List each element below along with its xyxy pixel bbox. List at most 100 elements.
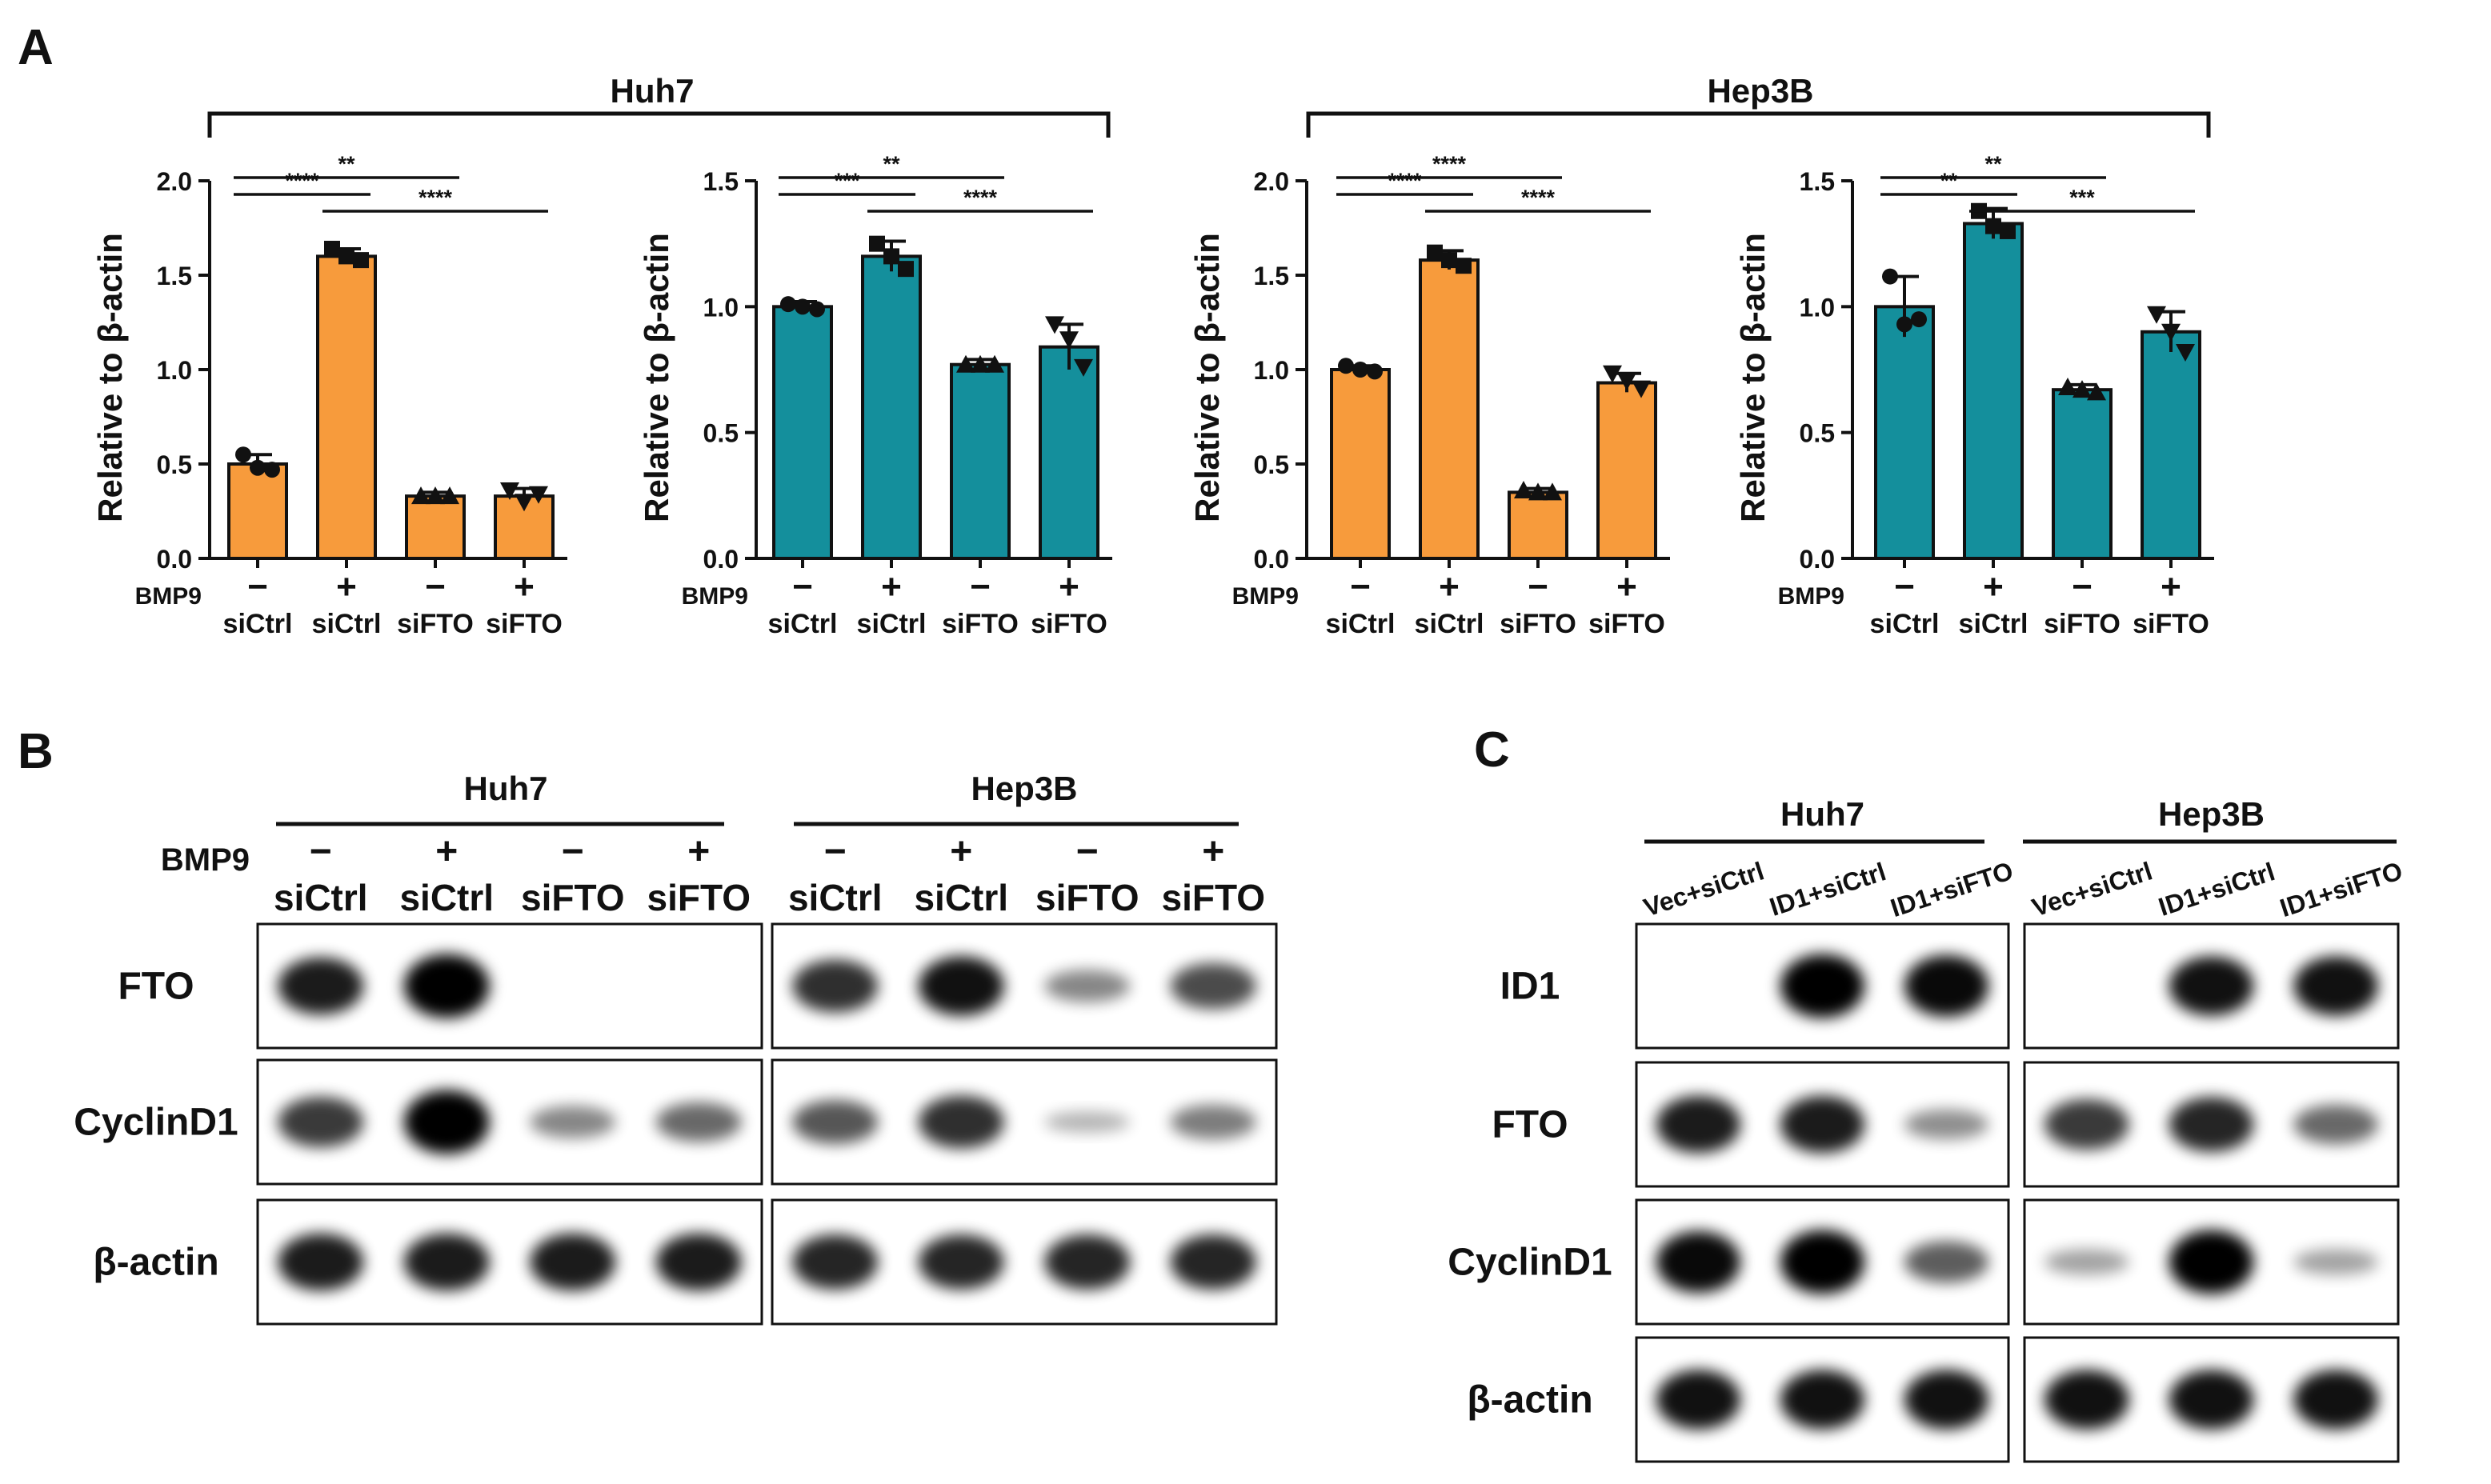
data-point bbox=[440, 486, 459, 505]
protein-band bbox=[1170, 1234, 1256, 1290]
significance-label: ** bbox=[1984, 152, 2002, 176]
lane-label: siFTO bbox=[647, 877, 751, 918]
protein-band bbox=[1780, 1370, 1865, 1430]
x-category-label: siFTO bbox=[942, 609, 1019, 639]
bmp9-sign: − bbox=[310, 830, 332, 873]
x-category-label: siCtrl bbox=[768, 609, 838, 639]
bmp9-sign: − bbox=[1350, 567, 1371, 606]
y-tick-label: 1.0 bbox=[703, 293, 739, 322]
significance-label: **** bbox=[1521, 186, 1556, 210]
bar bbox=[950, 362, 1011, 560]
bar bbox=[772, 305, 833, 560]
data-point bbox=[1528, 482, 1548, 501]
y-tick-label: 0.0 bbox=[157, 545, 192, 574]
data-point bbox=[1367, 363, 1383, 380]
bar bbox=[405, 494, 466, 560]
protein-band bbox=[1170, 962, 1256, 1010]
bmp9-sign: − bbox=[425, 567, 446, 606]
data-point bbox=[1456, 258, 1472, 274]
y-tick-label: 0.0 bbox=[1800, 545, 1835, 574]
protein-band bbox=[1904, 1370, 1989, 1430]
y-tick-label: 0.0 bbox=[703, 545, 739, 574]
data-point bbox=[324, 240, 340, 257]
protein-band bbox=[1044, 970, 1131, 1002]
bar bbox=[1963, 222, 2024, 560]
bar bbox=[1596, 381, 1657, 560]
bmp9-sign: − bbox=[792, 567, 813, 606]
data-point bbox=[515, 494, 534, 512]
hep3b-bracket: Hep3B bbox=[1306, 72, 2211, 138]
data-point bbox=[250, 459, 266, 476]
bar bbox=[1874, 305, 1935, 560]
lane-label: Vec+siCtrl bbox=[1640, 856, 1768, 922]
blot-group-header: Huh7 bbox=[1780, 795, 1864, 833]
blot-group-header: Hep3B bbox=[2158, 795, 2265, 833]
protein-band bbox=[2293, 1249, 2379, 1275]
y-tick-label: 1.5 bbox=[703, 167, 739, 196]
x-category-label: siCtrl bbox=[312, 609, 382, 639]
bmp9-sign: + bbox=[1059, 567, 1079, 606]
western-blot-panel-c: Huh7Vec+siCtrlID1+siCtrlID1+siFTOHep3BVe… bbox=[1448, 795, 2406, 1463]
lane-label: ID1+siFTO bbox=[2277, 856, 2406, 922]
bmp9-sign: + bbox=[1983, 567, 2004, 606]
bmp9-row-label: BMP9 bbox=[161, 842, 250, 878]
blot-group-header: Hep3B bbox=[971, 770, 1077, 807]
data-point bbox=[898, 261, 914, 278]
bmp9-sign: − bbox=[824, 830, 847, 873]
significance-label: ** bbox=[883, 152, 900, 176]
data-point bbox=[1617, 373, 1636, 391]
protein-band bbox=[2044, 1249, 2129, 1275]
huh7-bracket: Huh7 bbox=[207, 72, 1111, 138]
data-point bbox=[1427, 244, 1443, 261]
y-tick-label: 0.5 bbox=[703, 419, 739, 448]
data-point bbox=[1352, 362, 1368, 378]
data-point bbox=[971, 354, 990, 373]
lane-label: siCtrl bbox=[274, 877, 368, 918]
protein-band bbox=[655, 1233, 742, 1291]
x-category-label: siCtrl bbox=[223, 609, 293, 639]
data-point bbox=[1338, 358, 1354, 374]
y-tick-label: 0.0 bbox=[1254, 545, 1289, 574]
protein-band bbox=[1780, 1230, 1865, 1294]
protein-band bbox=[278, 957, 364, 1015]
significance-label: **** bbox=[963, 186, 998, 210]
y-axis-label: Relative to β-actin bbox=[1188, 233, 1226, 522]
lane-label: siCtrl bbox=[914, 877, 1008, 918]
protein-band bbox=[2044, 1370, 2129, 1430]
blot-row-label: FTO bbox=[1492, 1104, 1568, 1146]
x-category-label: siFTO bbox=[2133, 609, 2209, 639]
significance-label: *** bbox=[835, 169, 860, 193]
x-category-label: siCtrl bbox=[1326, 609, 1396, 639]
significance-label: *** bbox=[2069, 186, 2095, 210]
protein-band bbox=[2293, 956, 2379, 1016]
y-axis-label: Relative to β-actin bbox=[91, 233, 129, 522]
protein-band bbox=[2169, 1097, 2254, 1152]
x-category-label: siCtrl bbox=[857, 609, 927, 639]
x-category-label: siFTO bbox=[397, 609, 474, 639]
x-category-label: siFTO bbox=[486, 609, 563, 639]
data-point bbox=[795, 298, 811, 315]
protein-band bbox=[1044, 1111, 1131, 1133]
bmp9-sign: − bbox=[247, 567, 268, 606]
protein-band bbox=[530, 1106, 616, 1138]
bar bbox=[316, 254, 377, 560]
bar bbox=[2052, 388, 2113, 560]
protein-band bbox=[403, 954, 490, 1018]
hep3b-bracket-label: Hep3B bbox=[1707, 72, 1813, 110]
blot-frame bbox=[256, 922, 763, 1050]
data-point bbox=[353, 252, 369, 269]
data-point bbox=[809, 301, 825, 318]
protein-band bbox=[1780, 954, 1865, 1018]
panel-label-b: B bbox=[18, 724, 54, 779]
protein-band bbox=[792, 1100, 879, 1144]
data-point bbox=[1441, 252, 1457, 269]
bmp9-sign: + bbox=[435, 830, 458, 873]
protein-band bbox=[1044, 1234, 1131, 1290]
protein-band bbox=[2169, 1230, 2254, 1294]
bar bbox=[861, 254, 922, 560]
data-point bbox=[529, 486, 548, 504]
panel-label-c: C bbox=[1474, 722, 1510, 778]
data-point bbox=[1074, 358, 1093, 377]
